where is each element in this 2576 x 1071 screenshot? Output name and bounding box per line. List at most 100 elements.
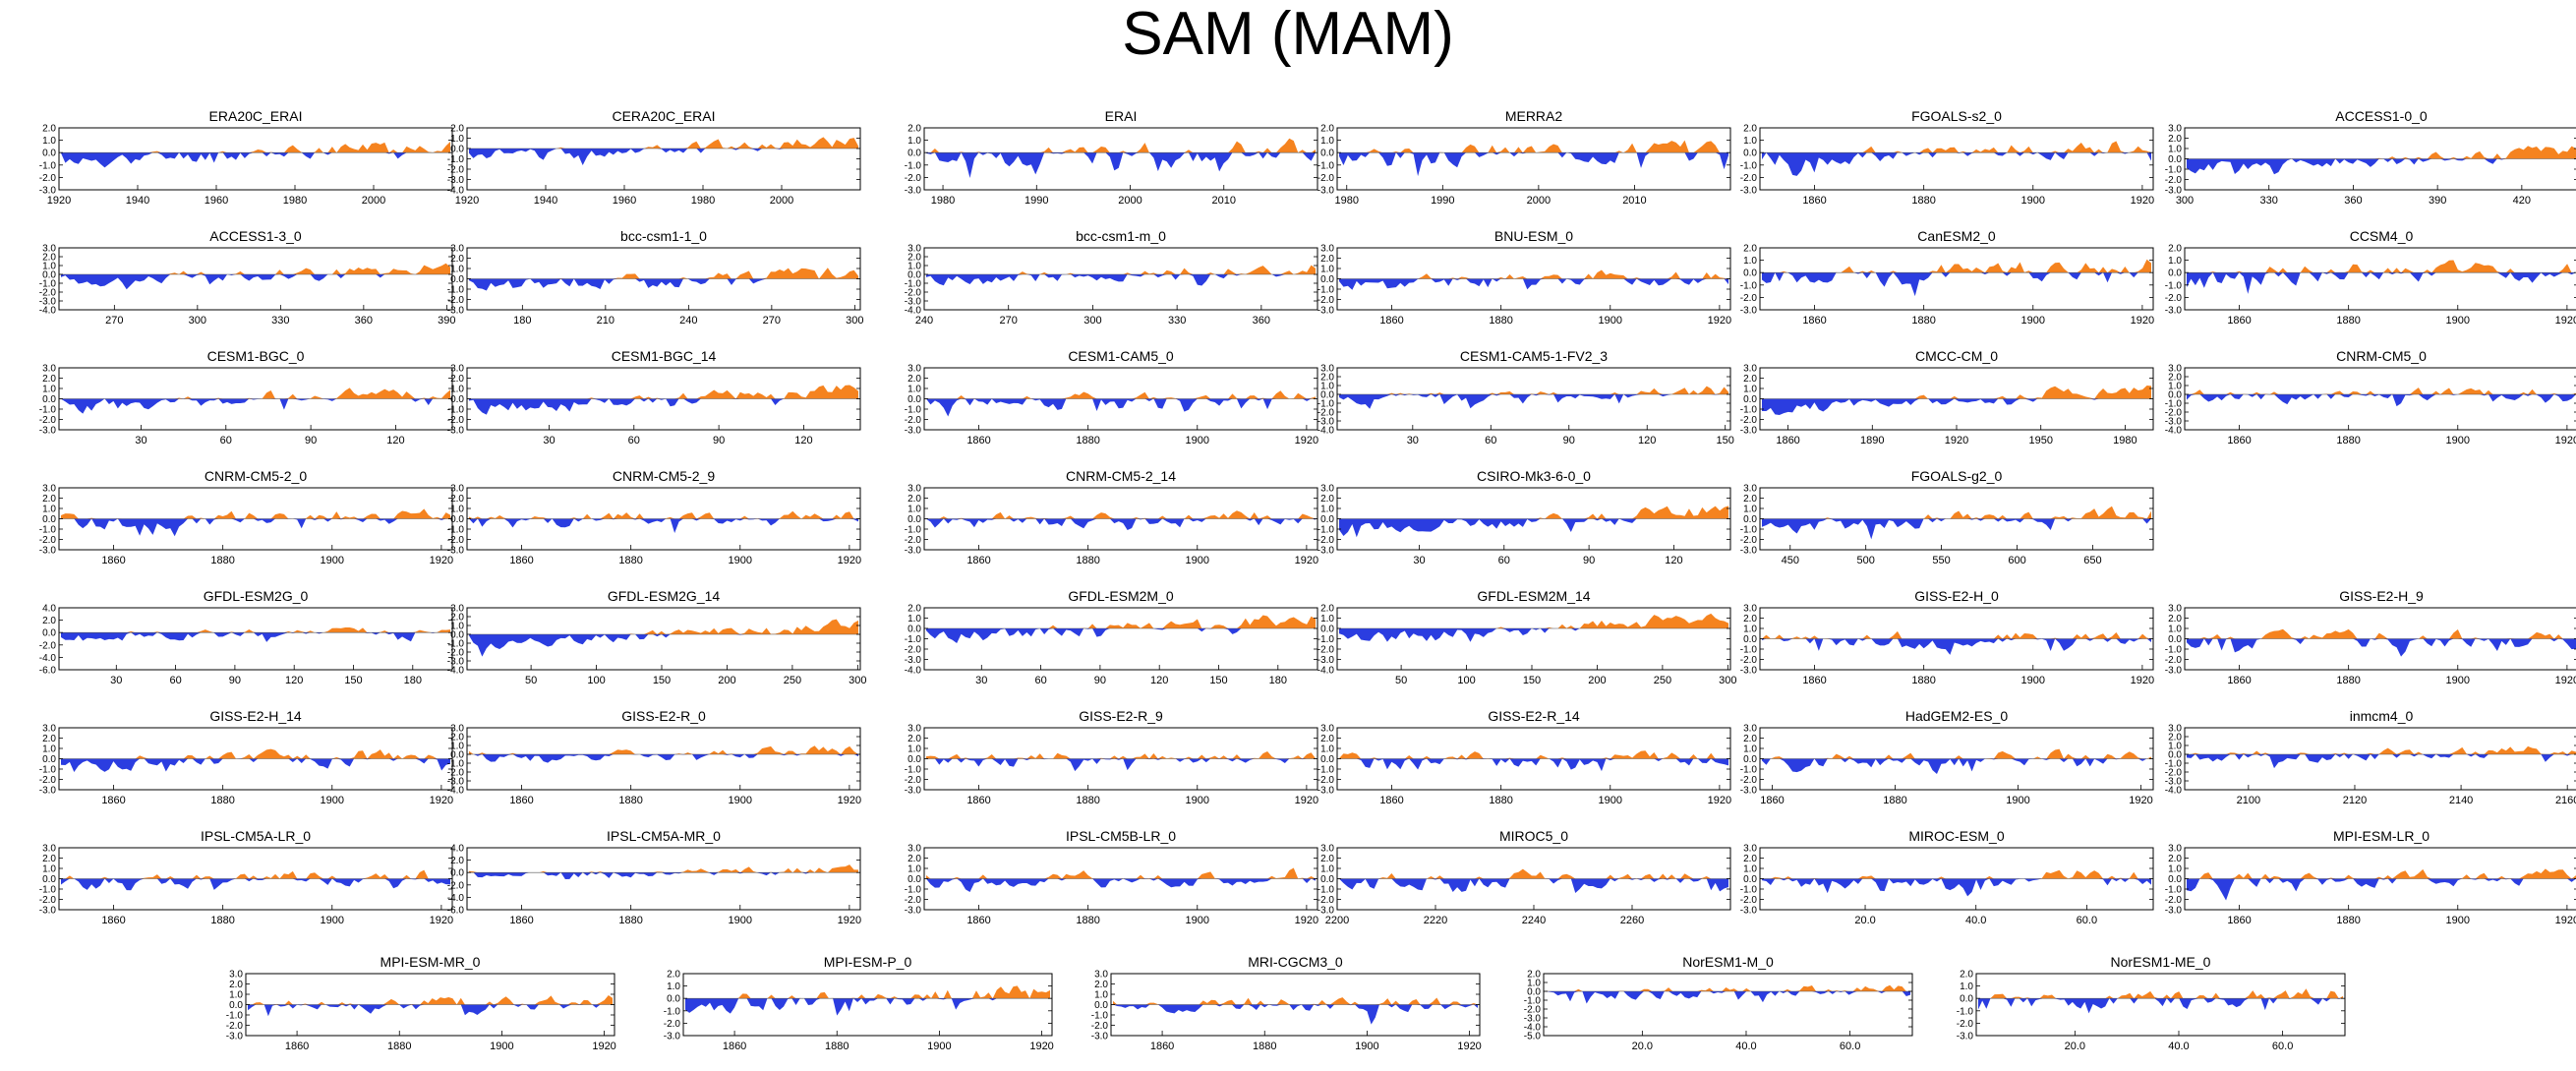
y-tick-label: 0.0 bbox=[450, 394, 464, 405]
negative-area bbox=[1546, 991, 1910, 1004]
y-tick-label: -2.0 bbox=[447, 165, 465, 176]
x-tick-label: 1860 bbox=[1802, 675, 1826, 686]
panel-title: IPSL-CM5A-LR_0 bbox=[201, 828, 311, 844]
x-tick-label: 40.0 bbox=[1965, 915, 1986, 926]
x-tick-label: 1920 bbox=[2555, 915, 2576, 926]
x-tick-label: 360 bbox=[1253, 315, 1270, 327]
y-tick-label: -3.0 bbox=[39, 186, 57, 197]
plot-frame bbox=[1975, 973, 2346, 1037]
x-tick-label: 500 bbox=[1857, 555, 1875, 566]
x-tick-label: 650 bbox=[2083, 555, 2101, 566]
y-tick-label: -3.0 bbox=[2165, 906, 2183, 917]
y-tick-label: 1.0 bbox=[1743, 625, 1757, 635]
y-tick-label: -1.0 bbox=[447, 405, 465, 416]
panel-12: CESM1-BGC_0 3.02.01.00.0-1.0-2.0-3.0 30 60 9… bbox=[39, 348, 453, 446]
y-tick-label: -2.0 bbox=[1740, 655, 1758, 666]
y-tick-label: 3.0 bbox=[907, 484, 921, 495]
y-tick-label: 2.0 bbox=[2168, 244, 2182, 255]
x-tick-label: 1880 bbox=[1253, 1041, 1276, 1052]
x-tick-label: 1920 bbox=[1945, 435, 1968, 446]
x-tick-label: 1860 bbox=[1802, 195, 1826, 207]
positive-area bbox=[1339, 140, 1728, 153]
figure-title: SAM (MAM) bbox=[1122, 0, 1454, 68]
positive-area bbox=[248, 995, 613, 1005]
y-tick-label: -2.0 bbox=[1740, 293, 1758, 304]
panel-title: MPI-ESM-MR_0 bbox=[381, 954, 481, 970]
y-tick-label: 0.0 bbox=[907, 874, 921, 885]
y-tick-label: 2.0 bbox=[2168, 134, 2182, 145]
y-tick-label: 2.0 bbox=[1320, 734, 1334, 744]
y-tick-label: -3.0 bbox=[905, 546, 922, 557]
y-tick-label: -6.0 bbox=[447, 906, 465, 917]
y-tick-label: -4.0 bbox=[447, 186, 465, 197]
panel-19: CNRM-CM5-2_9 3.02.01.00.0-1.0-2.0-3.0 1860… bbox=[447, 468, 861, 566]
x-tick-label: 1900 bbox=[927, 1041, 951, 1052]
y-tick-label: -1.0 bbox=[39, 885, 57, 896]
y-tick-label: 2.0 bbox=[2168, 614, 2182, 625]
y-tick-label: -3.0 bbox=[1317, 186, 1335, 197]
panel-title: MRI-CGCM3_0 bbox=[1248, 954, 1343, 970]
panel-title: CERA20C_ERAI bbox=[612, 108, 715, 124]
y-tick-label: -1.0 bbox=[1524, 996, 1542, 1007]
plot-frame bbox=[466, 607, 861, 671]
y-tick-label: 2.0 bbox=[1960, 970, 1973, 981]
y-tick-label: -3.0 bbox=[447, 306, 465, 317]
positive-area bbox=[2187, 868, 2576, 879]
y-tick-label: 2.0 bbox=[907, 124, 921, 135]
y-tick-label: -1.0 bbox=[905, 634, 922, 645]
negative-area bbox=[1339, 394, 1728, 409]
positive-area bbox=[1762, 141, 2151, 153]
y-tick-label: 3.0 bbox=[907, 844, 921, 855]
negative-area bbox=[61, 274, 450, 290]
negative-area bbox=[1762, 272, 2151, 297]
y-tick-label: -2.0 bbox=[2165, 175, 2183, 186]
x-tick-label: 1950 bbox=[2028, 435, 2052, 446]
y-tick-label: 3.0 bbox=[2168, 844, 2182, 855]
y-tick-label: 3.0 bbox=[42, 844, 56, 855]
negative-area bbox=[2187, 158, 2576, 175]
y-tick-label: 2.0 bbox=[2168, 733, 2182, 744]
y-tick-label: 2.0 bbox=[1320, 854, 1334, 864]
panel-title: NorESM1-M_0 bbox=[1682, 954, 1774, 970]
negative-area bbox=[2187, 878, 2576, 901]
y-tick-label: 1.0 bbox=[1527, 979, 1541, 989]
x-tick-label: 2010 bbox=[1622, 195, 1646, 207]
y-tick-label: 1.0 bbox=[1094, 990, 1108, 1001]
panel-10: CanESM2_0 2.01.00.0-1.0 -2.0 -3.0 1860 1880 19… bbox=[1740, 228, 2154, 327]
panel-45: NorESM1-ME_0 2.01.0 0.0-1.0 -2.0 -3.0 20.0 40.… bbox=[1957, 954, 2346, 1052]
x-tick-label: 1920 bbox=[2555, 315, 2576, 327]
y-tick-label: 0.0 bbox=[2168, 634, 2182, 645]
panel-title: CMCC-CM_0 bbox=[1915, 348, 1998, 364]
x-tick-label: 1880 bbox=[618, 795, 642, 806]
positive-area bbox=[1339, 750, 1728, 759]
x-tick-label: 1920 bbox=[430, 915, 453, 926]
x-tick-label: 270 bbox=[105, 315, 123, 327]
y-tick-label: 1.0 bbox=[1320, 382, 1334, 392]
x-tick-label: 180 bbox=[513, 315, 531, 327]
y-tick-label: -2.0 bbox=[905, 775, 922, 786]
y-tick-label: 1.0 bbox=[1743, 136, 1757, 147]
x-tick-label: 1860 bbox=[966, 795, 990, 806]
y-tick-label: -3.0 bbox=[1317, 546, 1335, 557]
x-tick-label: 90 bbox=[713, 435, 725, 446]
positive-area bbox=[61, 508, 450, 519]
y-tick-label: 3.0 bbox=[42, 724, 56, 735]
x-tick-label: 1900 bbox=[729, 915, 752, 926]
x-tick-label: 200 bbox=[1588, 675, 1606, 686]
y-tick-label: -2.0 bbox=[905, 895, 922, 906]
y-tick-label: -3.0 bbox=[1317, 786, 1335, 797]
plot-frame bbox=[2184, 247, 2576, 311]
y-tick-label: 1.0 bbox=[2168, 625, 2182, 635]
y-tick-label: 2.0 bbox=[907, 604, 921, 615]
y-tick-label: 2.0 bbox=[1743, 124, 1757, 135]
y-tick-label: -3.0 bbox=[1317, 655, 1335, 666]
y-tick-label: 0.0 bbox=[42, 754, 56, 765]
y-tick-label: 1.0 bbox=[42, 262, 56, 272]
y-tick-label: -2.0 bbox=[1740, 173, 1758, 184]
panel-title: GFDL-ESM2G_0 bbox=[204, 588, 309, 604]
x-tick-label: 30 bbox=[543, 435, 555, 446]
y-tick-label: 1.0 bbox=[1743, 505, 1757, 515]
panel-title: CNRM-CM5_0 bbox=[2336, 348, 2427, 364]
